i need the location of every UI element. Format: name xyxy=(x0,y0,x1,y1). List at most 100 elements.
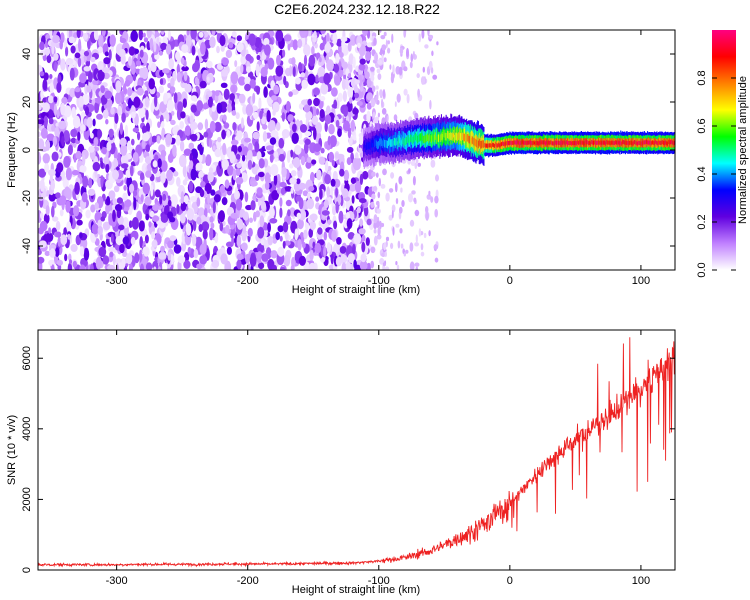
heatmap-cell xyxy=(115,92,122,105)
heatmap-cell xyxy=(81,56,85,67)
heatmap-cell xyxy=(205,60,213,69)
heatmap-cell xyxy=(234,60,238,68)
heatmap-cell xyxy=(88,177,93,189)
heatmap-cell xyxy=(347,73,352,79)
heatmap-cell xyxy=(118,48,126,58)
y-tick-label: -20 xyxy=(21,190,33,206)
heatmap-cell xyxy=(341,262,347,270)
heatmap-cell xyxy=(347,253,355,263)
heatmap-cell xyxy=(372,186,378,191)
heatmap-cell xyxy=(315,74,319,83)
heatmap-cell xyxy=(124,79,131,87)
heatmap-cell xyxy=(91,223,99,235)
heatmap-cell xyxy=(403,66,408,72)
heatmap-cell xyxy=(94,101,100,114)
colorbar-tick-label: 0.2 xyxy=(696,214,708,229)
heatmap-cell xyxy=(296,212,302,219)
heatmap-cell xyxy=(100,85,105,94)
heatmap-cell xyxy=(385,39,388,49)
heatmap-cell xyxy=(358,43,366,57)
heatmap-cell xyxy=(113,185,120,193)
heatmap-cell xyxy=(375,52,378,63)
heatmap-cell xyxy=(79,73,87,84)
heatmap-cell xyxy=(202,229,208,240)
heatmap-cell xyxy=(347,129,351,139)
heatmap-cell xyxy=(319,95,326,102)
heatmap-cell xyxy=(261,253,269,262)
heatmap-cell xyxy=(263,86,268,98)
heatmap-cell xyxy=(122,83,127,94)
heatmap-cell xyxy=(204,118,209,130)
heatmap-cell xyxy=(143,37,149,43)
heatmap-cell xyxy=(297,38,303,49)
heatmap-cell xyxy=(216,102,223,114)
heatmap-cell xyxy=(191,233,197,247)
snr-y-axis-label: SNR (10 * v/v) xyxy=(6,415,18,485)
heatmap-cell xyxy=(128,56,132,67)
heatmap-cell xyxy=(142,246,150,257)
heatmap-cell xyxy=(395,182,398,193)
heatmap-cell xyxy=(126,140,132,150)
heatmap-cell xyxy=(341,61,348,69)
heatmap-cell xyxy=(315,122,322,134)
heatmap-cell xyxy=(279,181,287,188)
heatmap-cell xyxy=(102,255,110,265)
heatmap-cell xyxy=(341,38,346,50)
heatmap-cell xyxy=(336,38,343,47)
heatmap-cell xyxy=(90,204,96,213)
heatmap-cell xyxy=(436,41,439,46)
heatmap-cell xyxy=(257,200,262,207)
heatmap-cell xyxy=(289,163,294,169)
heatmap-cell xyxy=(375,85,379,90)
heatmap-cell xyxy=(349,136,353,146)
heatmap-cell xyxy=(362,170,369,180)
heatmap-cell xyxy=(324,160,329,173)
heatmap-cell xyxy=(97,128,102,140)
heatmap-cell xyxy=(135,60,142,67)
heatmap-cell xyxy=(246,66,252,73)
heatmap-cell xyxy=(142,132,150,142)
heatmap-cell xyxy=(392,64,395,75)
heatmap-cell xyxy=(267,222,271,233)
heatmap-cell xyxy=(377,73,382,80)
heatmap-cell xyxy=(283,254,291,267)
heatmap-cell xyxy=(280,266,286,270)
heatmap-cell xyxy=(177,101,184,113)
heatmap-cell xyxy=(343,120,350,132)
heatmap-cell xyxy=(151,135,158,143)
heatmap-cell xyxy=(73,205,80,217)
heatmap-cell xyxy=(307,73,316,86)
heatmap-cell xyxy=(290,264,295,270)
heatmap-cell xyxy=(49,74,53,79)
heatmap-cell xyxy=(387,47,391,54)
heatmap-cell xyxy=(421,30,425,39)
snr-series-line xyxy=(38,337,675,568)
snr-y-ticks: 0 2000 4000 6000 xyxy=(21,346,675,573)
heatmap-cell xyxy=(347,41,352,52)
heatmap-cell xyxy=(252,194,256,201)
heatmap-cell xyxy=(250,180,258,187)
heatmap-cell xyxy=(45,205,50,216)
heatmap-cell xyxy=(105,163,110,173)
heatmap-cell xyxy=(97,225,104,236)
heatmap-cell xyxy=(411,190,416,195)
heatmap-cell xyxy=(86,117,93,129)
heatmap-cell xyxy=(366,77,372,87)
heatmap-cell xyxy=(250,200,256,211)
heatmap-cell xyxy=(38,227,44,235)
heatmap-cell xyxy=(66,188,72,201)
heatmap-cell xyxy=(47,109,54,120)
heatmap-cell xyxy=(131,217,139,230)
heatmap-cell xyxy=(256,151,262,161)
y-tick-label: 4000 xyxy=(21,417,33,441)
heatmap-cell xyxy=(67,144,73,156)
heatmap-cell xyxy=(328,151,335,163)
heatmap-cell xyxy=(418,228,422,237)
heatmap-cell xyxy=(184,83,192,93)
heatmap-cell xyxy=(298,62,303,72)
heatmap-cell xyxy=(298,255,306,266)
heatmap-cell xyxy=(125,253,133,265)
heatmap-cell xyxy=(236,218,244,230)
heatmap-cell xyxy=(320,147,325,154)
heatmap-cell xyxy=(290,170,297,177)
